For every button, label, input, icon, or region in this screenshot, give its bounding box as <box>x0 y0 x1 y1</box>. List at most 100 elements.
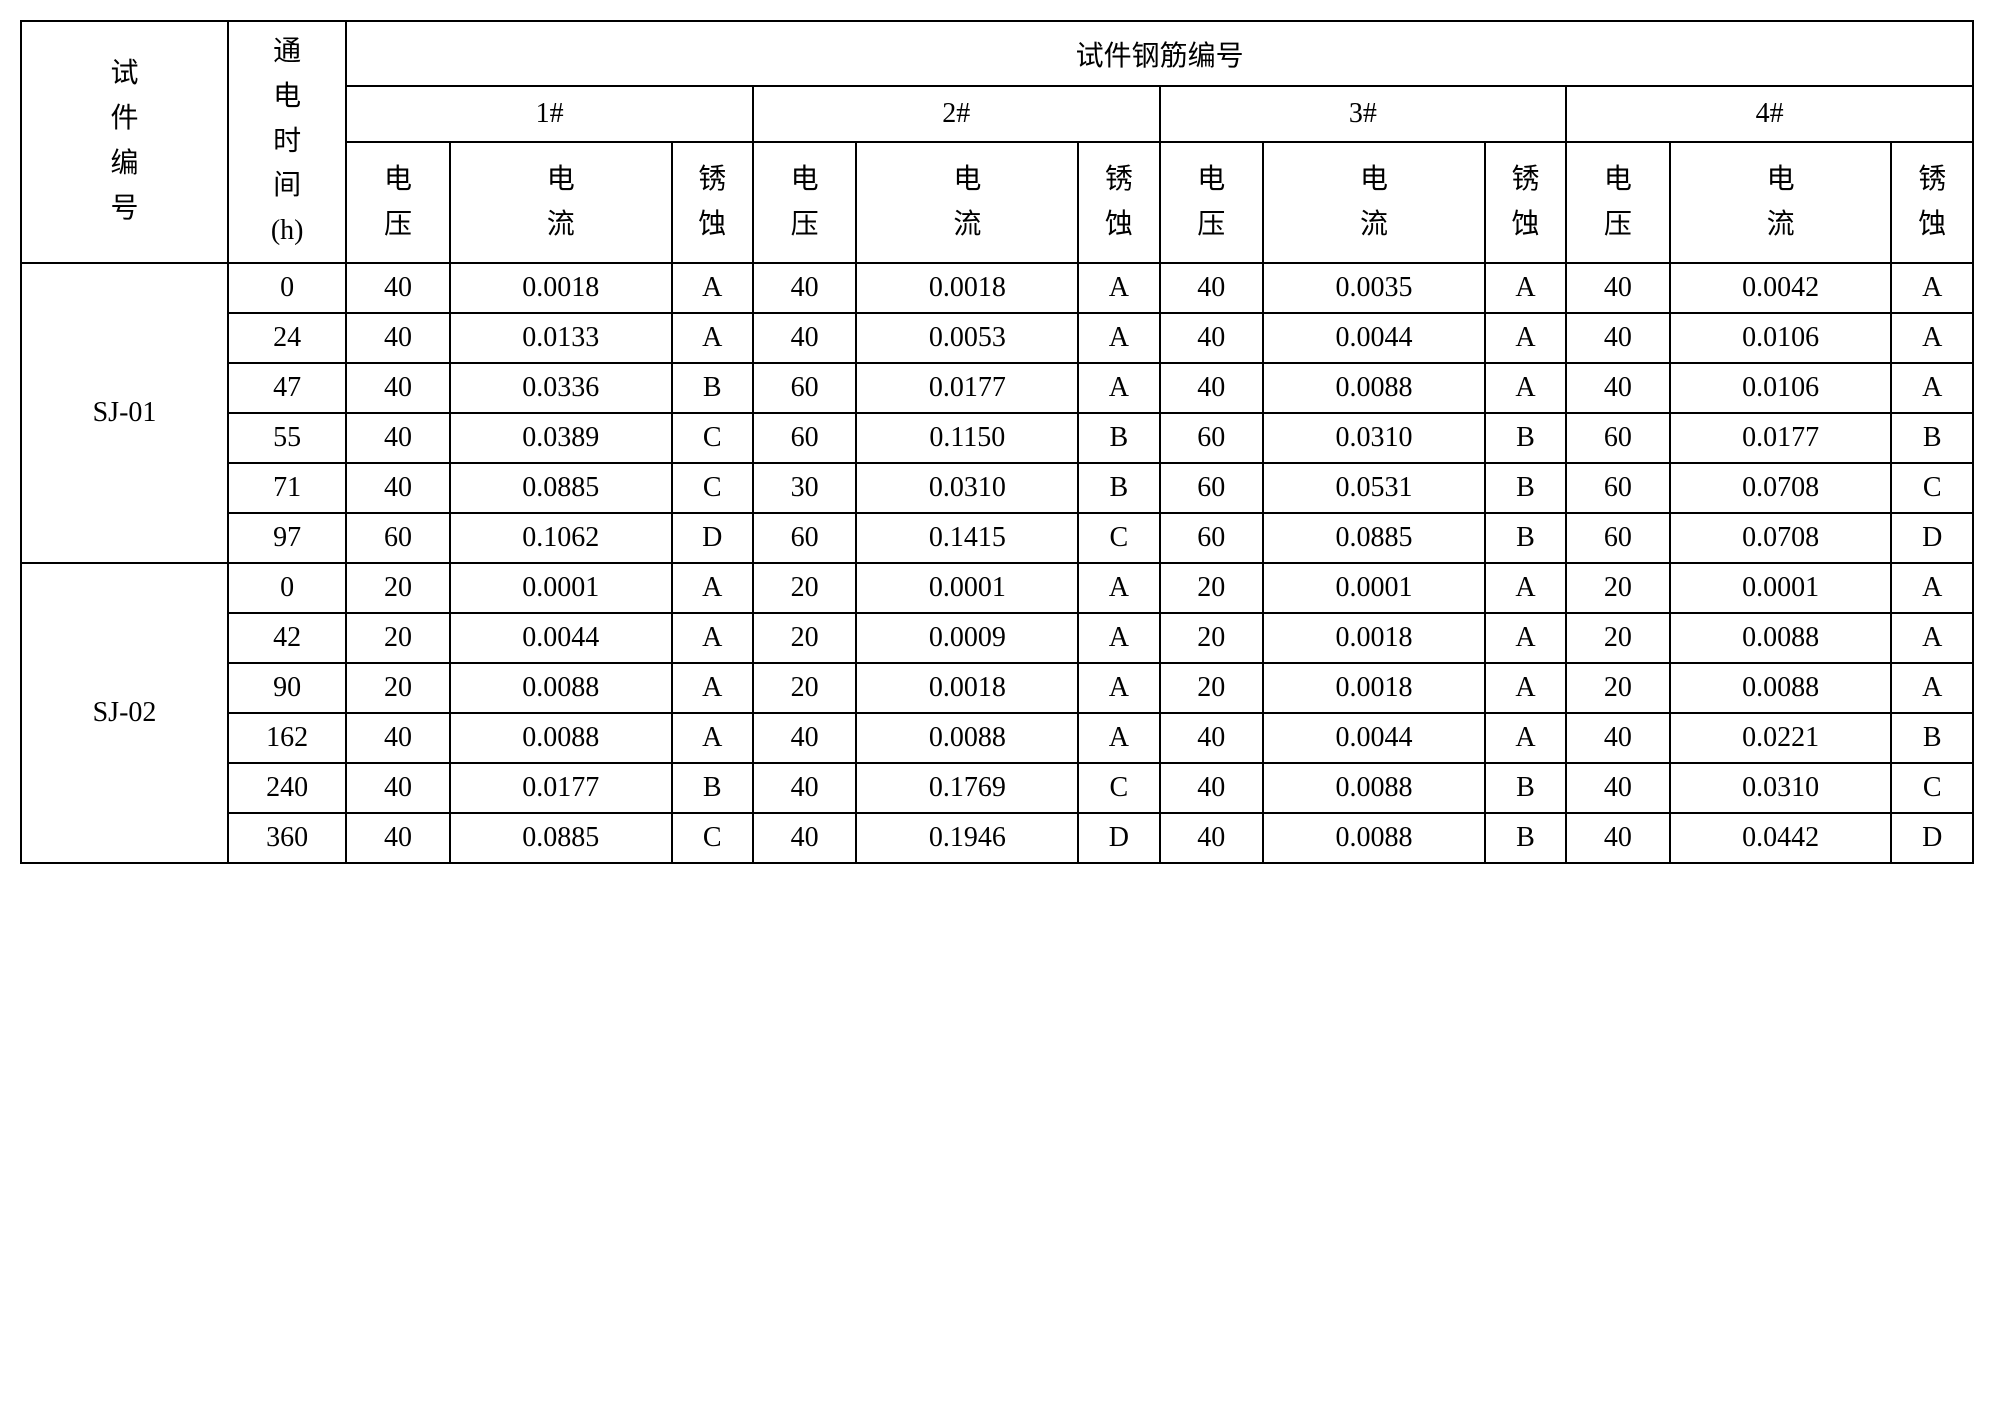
cell-current: 0.0018 <box>1263 663 1485 713</box>
cell-corrosion: A <box>672 313 753 363</box>
cell-current: 0.0018 <box>1263 613 1485 663</box>
cell-corrosion: A <box>1891 263 1973 313</box>
cell-corrosion: B <box>1078 413 1159 463</box>
cell-corrosion: B <box>1078 463 1159 513</box>
cell-corrosion: A <box>1891 313 1973 363</box>
header-rebar-1: 1# <box>346 86 753 142</box>
cell-current: 0.0001 <box>1670 563 1892 613</box>
cell-corrosion: A <box>1078 663 1159 713</box>
cell-corrosion: A <box>1485 713 1566 763</box>
cell-current: 0.0177 <box>1670 413 1892 463</box>
cell-voltage: 60 <box>1566 513 1670 563</box>
cell-current: 0.0708 <box>1670 513 1892 563</box>
cell-current: 0.0133 <box>450 313 672 363</box>
cell-current: 0.0088 <box>1670 663 1892 713</box>
cell-time: 0 <box>228 263 346 313</box>
table-row: 24400.0133A400.0053A400.0044A400.0106A <box>21 313 1973 363</box>
corrosion-data-table: 试件编号 通电时间(h) 试件钢筋编号 1# 2# 3# 4# 电压 电流 锈蚀… <box>20 20 1974 864</box>
cell-corrosion: B <box>1891 713 1973 763</box>
cell-corrosion: B <box>1485 813 1566 863</box>
cell-current: 0.0088 <box>450 713 672 763</box>
cell-voltage: 20 <box>1160 563 1264 613</box>
cell-current: 0.0310 <box>1263 413 1485 463</box>
cell-voltage: 20 <box>1566 563 1670 613</box>
header-voltage: 电压 <box>753 142 857 263</box>
cell-corrosion: A <box>1891 613 1973 663</box>
cell-time: 240 <box>228 763 346 813</box>
cell-current: 0.0885 <box>450 813 672 863</box>
header-rebar-3: 3# <box>1160 86 1567 142</box>
cell-current: 0.0310 <box>856 463 1078 513</box>
cell-current: 0.1062 <box>450 513 672 563</box>
cell-current: 0.0018 <box>450 263 672 313</box>
cell-voltage: 40 <box>346 463 450 513</box>
cell-time: 42 <box>228 613 346 663</box>
header-rebar-2: 2# <box>753 86 1160 142</box>
cell-current: 0.0106 <box>1670 313 1892 363</box>
cell-corrosion: A <box>1078 263 1159 313</box>
cell-specimen-id: SJ-02 <box>21 563 228 863</box>
cell-current: 0.0044 <box>1263 713 1485 763</box>
cell-voltage: 30 <box>753 463 857 513</box>
cell-corrosion: A <box>1078 613 1159 663</box>
cell-corrosion: D <box>1078 813 1159 863</box>
cell-current: 0.0053 <box>856 313 1078 363</box>
header-corrosion: 锈蚀 <box>1891 142 1973 263</box>
cell-specimen-id: SJ-01 <box>21 263 228 563</box>
cell-voltage: 40 <box>1160 763 1264 813</box>
cell-current: 0.0708 <box>1670 463 1892 513</box>
cell-corrosion: B <box>672 763 753 813</box>
cell-voltage: 20 <box>1160 613 1264 663</box>
cell-corrosion: A <box>1485 313 1566 363</box>
header-current: 电流 <box>1670 142 1892 263</box>
cell-current: 0.0088 <box>1263 813 1485 863</box>
cell-current: 0.0885 <box>450 463 672 513</box>
cell-corrosion: B <box>1485 413 1566 463</box>
cell-current: 0.0389 <box>450 413 672 463</box>
cell-corrosion: A <box>1891 363 1973 413</box>
cell-time: 90 <box>228 663 346 713</box>
cell-corrosion: D <box>1891 513 1973 563</box>
cell-voltage: 60 <box>1566 463 1670 513</box>
cell-voltage: 60 <box>753 513 857 563</box>
table-body: SJ-010400.0018A400.0018A400.0035A400.004… <box>21 263 1973 863</box>
cell-corrosion: C <box>1891 763 1973 813</box>
cell-time: 55 <box>228 413 346 463</box>
cell-corrosion: A <box>1485 563 1566 613</box>
cell-corrosion: C <box>1078 763 1159 813</box>
header-rebar-group: 试件钢筋编号 <box>346 21 1973 86</box>
cell-corrosion: A <box>1078 713 1159 763</box>
cell-voltage: 20 <box>346 663 450 713</box>
cell-voltage: 40 <box>346 313 450 363</box>
table-row: 97600.1062D600.1415C600.0885B600.0708D <box>21 513 1973 563</box>
cell-voltage: 40 <box>1566 263 1670 313</box>
cell-current: 0.0885 <box>1263 513 1485 563</box>
cell-voltage: 60 <box>346 513 450 563</box>
cell-voltage: 40 <box>753 313 857 363</box>
table-row: 55400.0389C600.1150B600.0310B600.0177B <box>21 413 1973 463</box>
cell-corrosion: C <box>1891 463 1973 513</box>
cell-voltage: 20 <box>753 613 857 663</box>
cell-voltage: 40 <box>346 263 450 313</box>
cell-current: 0.0531 <box>1263 463 1485 513</box>
cell-current: 0.0088 <box>1263 763 1485 813</box>
header-rebar-4: 4# <box>1566 86 1973 142</box>
cell-corrosion: C <box>1078 513 1159 563</box>
cell-voltage: 20 <box>1160 663 1264 713</box>
table-row: 360400.0885C400.1946D400.0088B400.0442D <box>21 813 1973 863</box>
cell-voltage: 40 <box>1160 313 1264 363</box>
table-row: 71400.0885C300.0310B600.0531B600.0708C <box>21 463 1973 513</box>
table-row: SJ-020200.0001A200.0001A200.0001A200.000… <box>21 563 1973 613</box>
table-row: 42200.0044A200.0009A200.0018A200.0088A <box>21 613 1973 663</box>
cell-corrosion: B <box>1485 463 1566 513</box>
cell-voltage: 40 <box>1160 363 1264 413</box>
cell-voltage: 40 <box>346 813 450 863</box>
cell-corrosion: B <box>672 363 753 413</box>
cell-corrosion: A <box>1891 663 1973 713</box>
cell-voltage: 40 <box>1566 763 1670 813</box>
header-current: 电流 <box>856 142 1078 263</box>
cell-voltage: 40 <box>1160 813 1264 863</box>
cell-current: 0.1946 <box>856 813 1078 863</box>
cell-time: 97 <box>228 513 346 563</box>
cell-voltage: 60 <box>1160 463 1264 513</box>
